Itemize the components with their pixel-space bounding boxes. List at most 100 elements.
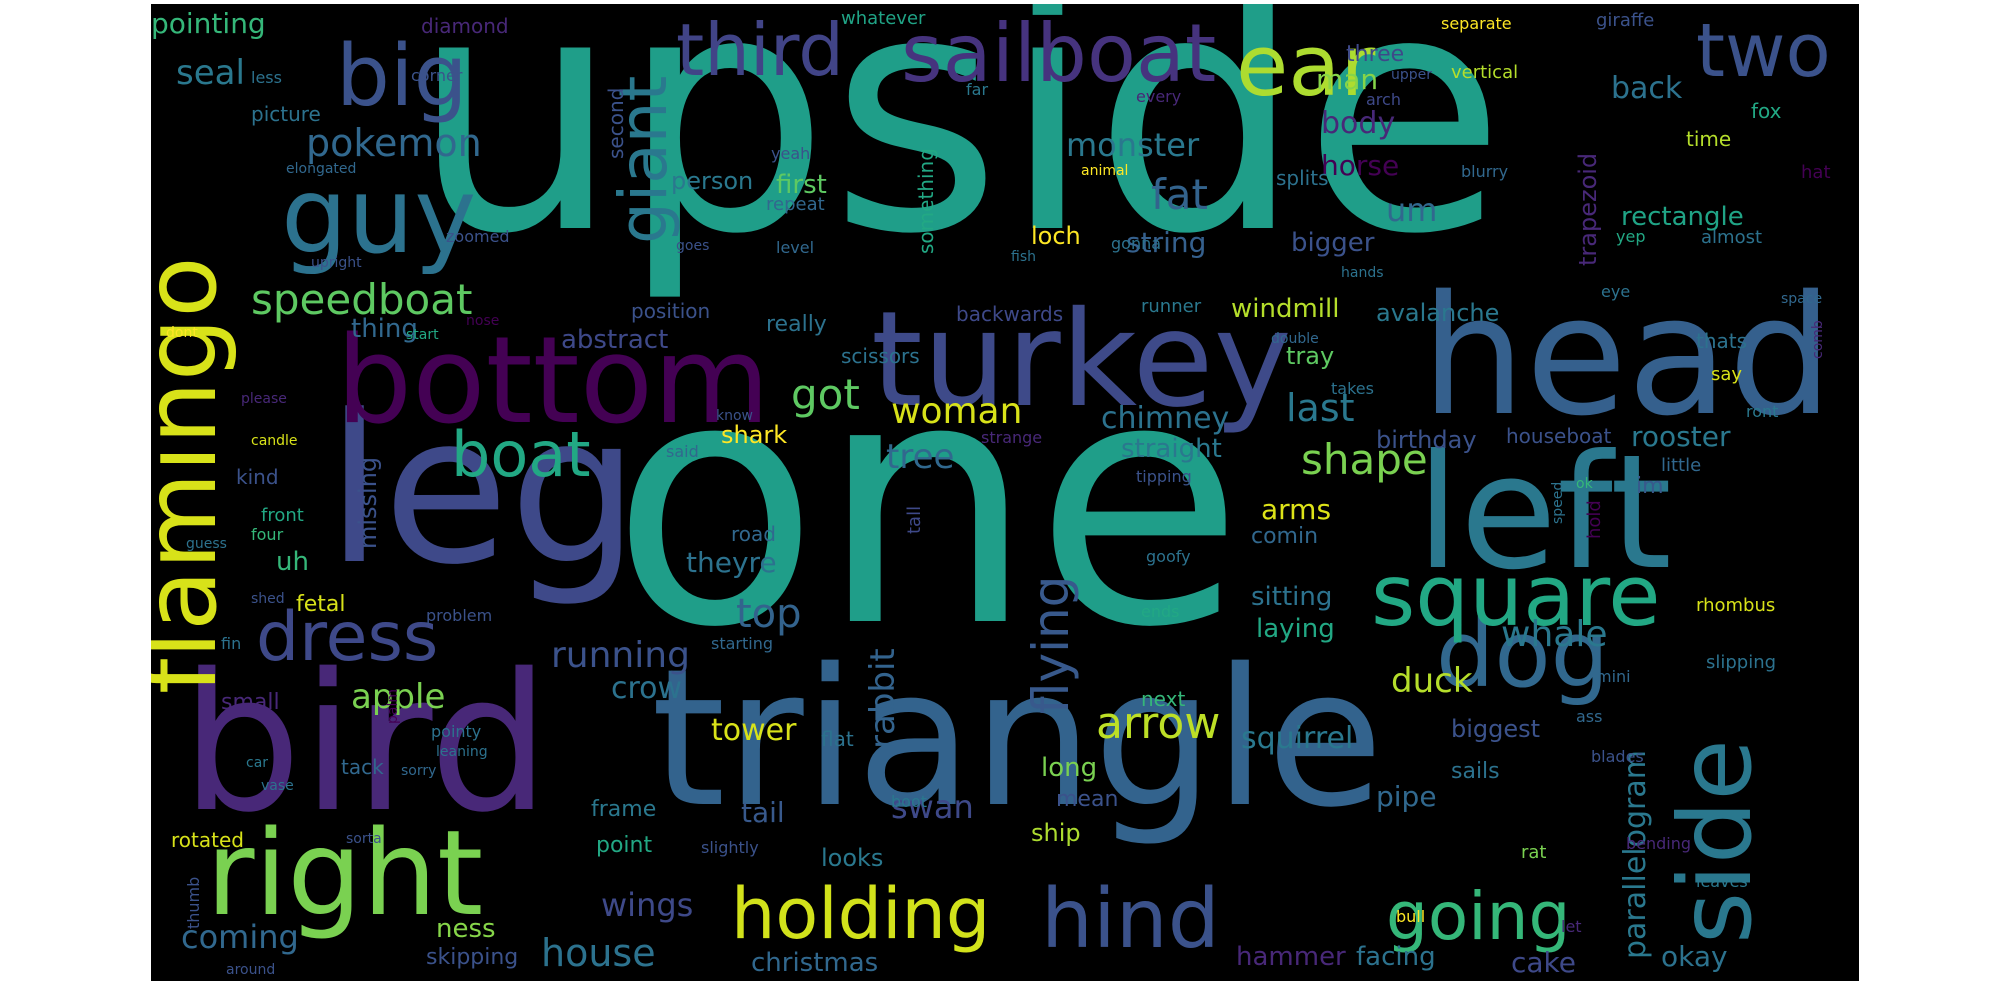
word-space: space [1781,291,1823,307]
word-animal: animal [1081,163,1129,179]
word-shark: shark [721,421,788,449]
word-whale: whale [1501,614,1608,655]
word-running: running [551,635,690,676]
word-guess: guess [186,536,227,552]
word-goes: goes [676,238,710,254]
word-triangle: triangle [651,628,1384,849]
word-takes: takes [1331,379,1374,398]
word-gonna: gonna [1111,234,1162,253]
word-square: square [1371,547,1661,646]
word-bending: bending [1626,834,1692,853]
word-boot: boot [891,792,928,811]
word-repeat: repeat [766,194,825,215]
word-coming: coming [181,918,299,956]
word-sitting: sitting [1251,582,1333,612]
word-hat: hat [1801,162,1831,183]
word-thumb: thumb [184,876,203,929]
word-shape: shape [1301,435,1428,484]
word-blurry: blurry [1461,162,1509,181]
word-missing: missing [354,456,382,549]
word-point: point [596,833,653,858]
word-guy: guy [281,155,477,277]
word-tipping: tipping [1136,467,1192,486]
word-upside: upside [411,4,1506,306]
word-kind: kind [236,465,279,489]
word-head: head [1421,260,1833,452]
word-body: body [1321,106,1396,141]
word-ass: ass [1576,707,1603,726]
word-theyre: theyre [686,546,777,579]
word-around: around [226,962,276,978]
word-goofy: goofy [1146,547,1191,566]
word-cloud: upside one triangle leg bird head left t… [151,4,1859,981]
word-leaning: leaning [436,744,488,760]
word-man: man [1316,63,1379,96]
word-road: road [731,522,776,546]
word-turkey: turkey [871,283,1292,437]
word-one: one [611,306,1244,702]
word-birthday: birthday [1376,426,1477,454]
word-fin: fin [221,634,242,653]
word-ear: ear [1236,17,1376,116]
word-splits: splits [1276,166,1329,190]
word-ness: ness [436,914,496,944]
word-christmas: christmas [751,948,879,978]
word-tray: tray [1286,342,1335,370]
word-please: please [241,391,287,407]
word-seal: seal [176,53,245,93]
word-back: back [1611,71,1683,106]
word-cake: cake [1511,946,1576,979]
word-wings: wings [601,886,694,924]
word-speedboat: speedboat [251,275,473,324]
word-fat: fat [1151,170,1208,219]
word-separate: separate [1441,14,1512,33]
word-dress: dress [256,598,439,677]
word-nose: nose [466,313,500,329]
word-level: level [776,238,815,257]
word-almost: almost [1701,227,1763,248]
word-chimney: chimney [1101,401,1230,436]
word-start: start [406,327,439,343]
word-big: big [336,27,468,126]
word-dont: dont [166,325,198,341]
word-every: every [1136,87,1182,106]
word-candle: candle [251,433,298,449]
word-uh: uh [276,547,309,577]
word-starting: starting [711,634,774,653]
word-tall: tall [904,505,925,534]
word-yep: yep [1616,227,1646,246]
word-third: third [676,8,844,92]
word-leaves: leaves [1696,872,1748,891]
word-ends: ends [1141,602,1180,621]
word-shed: shed [251,591,285,607]
word-upper: upper [1391,67,1433,83]
word-comb: comb [1810,320,1826,359]
word-long: long [1041,753,1098,783]
word-got: got [791,370,860,419]
word-four: four [251,525,284,544]
word-time: time [1686,127,1732,151]
word-boat: boat [451,418,591,491]
word-dog: dog [1436,601,1610,708]
word-slightly: slightly [701,838,759,857]
word-scissors: scissors [841,344,920,368]
word-im: im [1636,474,1664,499]
word-string: string [1126,226,1207,259]
word-double: double [1271,331,1319,347]
word-flamingo: flamingo [151,256,239,695]
word-slipping: slipping [1706,652,1777,673]
word-picture: picture [251,102,321,126]
word-swan: swan [891,788,974,826]
word-vase: vase [261,778,294,794]
word-windmill: windmill [1231,294,1340,324]
word-backwards: backwards [956,302,1064,326]
word-position: position [631,299,711,323]
word-flying: flying [1022,575,1080,714]
word-mean: mean [1056,787,1119,812]
word-bird: bird [181,633,550,854]
word-car: car [246,755,269,771]
word-flat: flat [821,727,854,751]
word-problem: problem [426,606,493,625]
word-pointy: pointy [431,722,482,741]
word-upright: upright [311,255,362,271]
